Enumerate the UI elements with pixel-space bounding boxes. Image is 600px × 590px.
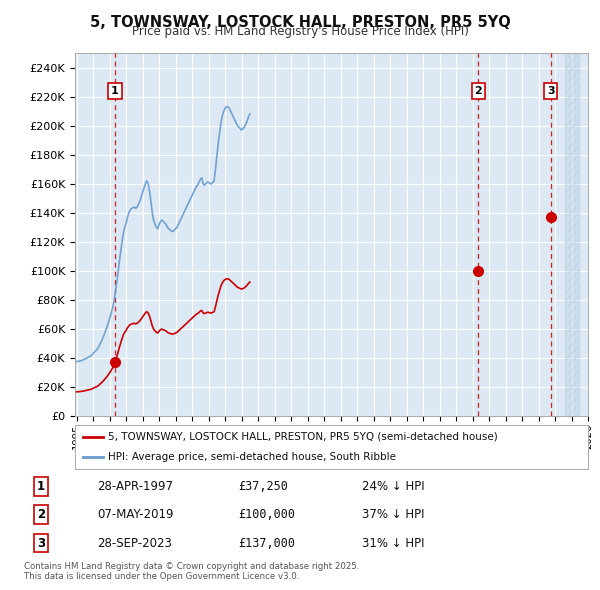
Bar <box>565 53 580 416</box>
Text: 28-SEP-2023: 28-SEP-2023 <box>97 536 172 549</box>
Text: HPI: Average price, semi-detached house, South Ribble: HPI: Average price, semi-detached house,… <box>109 452 397 462</box>
Text: 1: 1 <box>111 86 119 96</box>
Text: 37% ↓ HPI: 37% ↓ HPI <box>362 508 425 522</box>
Text: 3: 3 <box>37 536 45 549</box>
Text: 5, TOWNSWAY, LOSTOCK HALL, PRESTON, PR5 5YQ: 5, TOWNSWAY, LOSTOCK HALL, PRESTON, PR5 … <box>89 15 511 30</box>
Text: £137,000: £137,000 <box>238 536 295 549</box>
Text: 07-MAY-2019: 07-MAY-2019 <box>97 508 174 522</box>
Text: 5, TOWNSWAY, LOSTOCK HALL, PRESTON, PR5 5YQ (semi-detached house): 5, TOWNSWAY, LOSTOCK HALL, PRESTON, PR5 … <box>109 432 498 442</box>
Text: 28-APR-1997: 28-APR-1997 <box>97 480 173 493</box>
Text: 31% ↓ HPI: 31% ↓ HPI <box>362 536 425 549</box>
Text: 3: 3 <box>547 86 554 96</box>
Text: Contains HM Land Registry data © Crown copyright and database right 2025.
This d: Contains HM Land Registry data © Crown c… <box>24 562 359 581</box>
Text: Price paid vs. HM Land Registry's House Price Index (HPI): Price paid vs. HM Land Registry's House … <box>131 25 469 38</box>
Text: £100,000: £100,000 <box>238 508 295 522</box>
Text: 24% ↓ HPI: 24% ↓ HPI <box>362 480 425 493</box>
Text: 2: 2 <box>37 508 45 522</box>
Text: 2: 2 <box>475 86 482 96</box>
Text: 1: 1 <box>37 480 45 493</box>
Text: £37,250: £37,250 <box>238 480 288 493</box>
